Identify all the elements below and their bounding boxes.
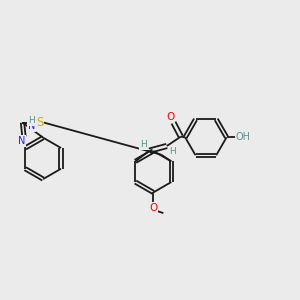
Text: N: N (18, 136, 25, 146)
Text: H: H (28, 116, 34, 125)
Text: H: H (140, 140, 147, 149)
Text: O: O (149, 203, 158, 213)
Text: OH: OH (236, 132, 251, 142)
Text: N: N (28, 121, 35, 131)
Text: S: S (36, 116, 43, 129)
Text: O: O (166, 112, 174, 122)
Text: H: H (169, 147, 176, 156)
